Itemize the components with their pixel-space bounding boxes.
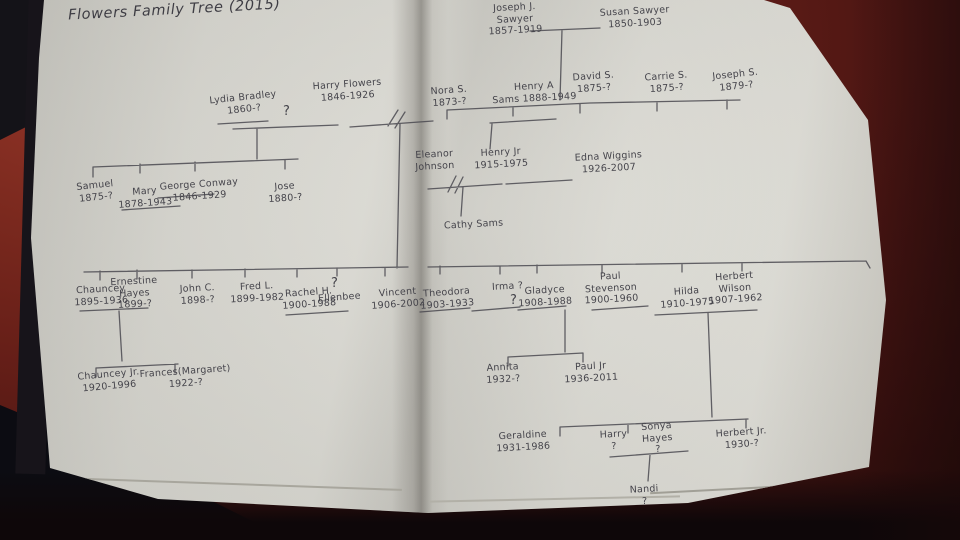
person-label-hilda: Hilda 1910-1975: [660, 285, 715, 311]
person-label-paul-jr: Paul Jr 1936-2011: [564, 360, 619, 385]
person-label-joseph-j-sawyer: Joseph J. Sawyer 1857-1919: [488, 0, 543, 38]
person-label-susan-sawyer: Susan Sawyer 1850-1903: [599, 4, 670, 30]
person-label-joseph-s: Joseph S. 1879-?: [711, 66, 759, 94]
person-label-jose: Jose 1880-?: [268, 180, 303, 205]
irma-question-mark: ?: [510, 293, 518, 308]
person-label-gladyce: Gladyce 1908-1988: [518, 283, 573, 309]
person-label-vincent: Vincent 1906-2002: [371, 285, 426, 312]
person-label-john-c: John C. 1898-?: [179, 282, 216, 307]
person-label-nandi: Nandi ?: [629, 483, 659, 507]
person-label-fred-l: Fred L. 1899-1982: [230, 280, 285, 305]
person-label-harry-flowers: Harry Flowers 1846-1926: [312, 76, 382, 104]
person-label-herbert-jr: Herbert Jr. 1930-?: [715, 425, 767, 451]
ellenbee-question-mark: ?: [331, 276, 339, 291]
person-label-sonya-hayes: Sonya Hayes ?: [640, 419, 673, 456]
person-label-henry-jr: Henry Jr 1915-1975: [474, 145, 529, 171]
person-label-herbert-wilson: Herbert Wilson 1907-1962: [708, 269, 764, 308]
person-label-carrie-s: Carrie S. 1875-?: [644, 69, 688, 95]
marriage-question-mark: ?: [283, 104, 291, 119]
person-label-annita: Annita 1932-?: [486, 361, 521, 386]
person-label-geraldine: Geraldine 1931-1986: [496, 428, 551, 454]
person-label-edna-wiggins: Edna Wiggins 1926-2007: [574, 149, 643, 175]
person-label-theodora: Theodora 1903-1933: [420, 285, 475, 312]
person-label-henry-a-sams: Henry A Sams 1888-1949: [492, 79, 577, 106]
person-label-harry: Harry ?: [599, 428, 628, 452]
person-label-nora-s: Nora S. 1873-?: [430, 83, 468, 109]
notebook-spine-crease: [392, 0, 448, 513]
person-label-eleanor-johnson: Eleanor Johnson: [415, 148, 455, 173]
person-label-paul-stevenson: Paul Stevenson 1900-1960: [584, 270, 639, 307]
person-label-ernestine-hayes: Ernestine Hayes 1899-?: [110, 274, 158, 312]
person-label-david-s: David S. 1875-?: [572, 69, 615, 95]
person-label-samuel: Samuel 1875-?: [75, 178, 114, 205]
